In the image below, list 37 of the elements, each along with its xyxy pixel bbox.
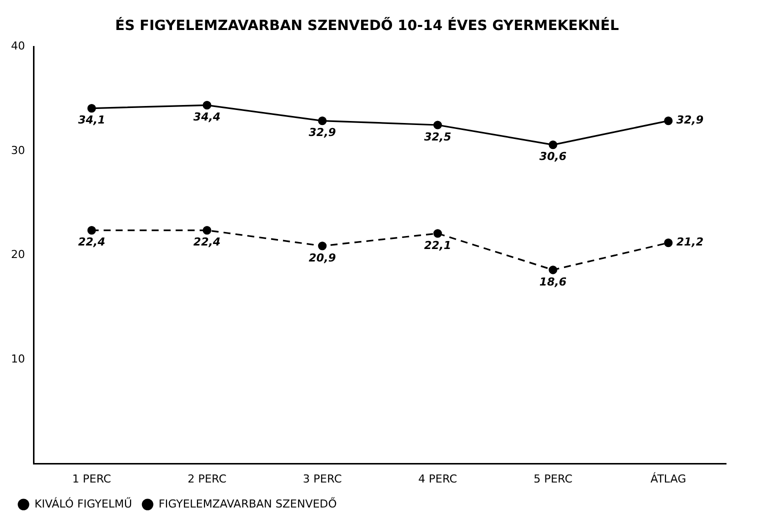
point: [433, 120, 442, 130]
point: [87, 104, 96, 113]
point: [548, 140, 558, 150]
data-label: 20,9: [308, 251, 336, 264]
point: [87, 226, 96, 235]
data-label: 22,4: [78, 236, 106, 249]
data-label: 30,6: [539, 150, 567, 164]
x-tick-label: 3 PERC: [302, 472, 342, 486]
y-tick-label: 40: [10, 40, 25, 53]
data-label: 22,1: [424, 238, 452, 252]
y-tick-label: 30: [10, 144, 25, 157]
y-tick-label: 20: [10, 248, 25, 262]
point: [548, 266, 558, 274]
x-tick-label: ÁTLAG: [650, 471, 686, 486]
data-label: 34,4: [193, 110, 221, 124]
data-label: 22,4: [193, 236, 221, 249]
point: [318, 116, 327, 126]
point: [202, 226, 212, 235]
point: [664, 116, 673, 126]
data-label: 34,1: [78, 114, 106, 127]
point: [202, 100, 212, 110]
y-tick-label: 10: [10, 352, 25, 366]
legend-label: FIGYELEMZAVARBAN SZENVEDŐ: [158, 496, 338, 510]
x-tick-label: 4 PERC: [418, 472, 458, 486]
point: [664, 238, 673, 248]
x-tick-label: 1 PERC: [72, 472, 112, 486]
legend-label: KIVÁLÓ FIGYELMŰ: [34, 496, 132, 510]
data-label: 32,9: [308, 126, 336, 140]
point: [433, 229, 442, 238]
point: [318, 242, 327, 250]
x-tick-label: 2 PERC: [188, 472, 227, 486]
data-label: 32,9: [676, 114, 704, 127]
data-label: 32,5: [424, 130, 452, 144]
data-label: 18,6: [539, 275, 567, 288]
data-label: 21,2: [676, 236, 704, 249]
chart-title: ÉS FIGYELEMZAVARBAN SZENVEDŐ 10-14 ÉVES GYERMEKEKNÉL: [115, 17, 619, 34]
x-tick-label: 5 PERC: [534, 472, 573, 486]
